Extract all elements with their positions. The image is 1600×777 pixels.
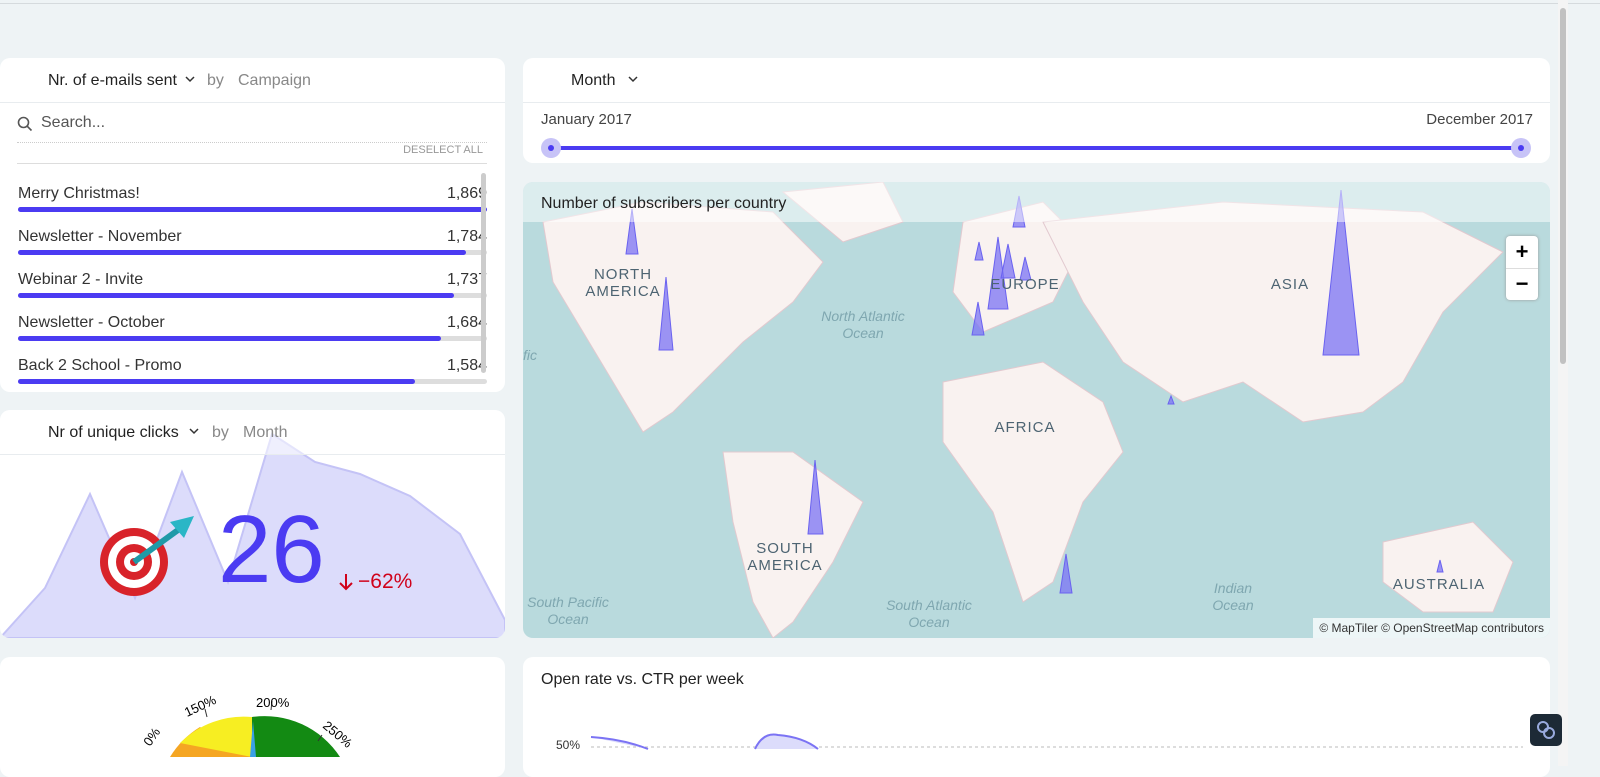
- item-value: 1,869: [446, 185, 487, 202]
- item-label: Newsletter - November: [18, 228, 182, 245]
- chevron: [185, 76, 195, 83]
- kpi-change: −62%: [358, 570, 413, 593]
- map-title-bar: [523, 182, 1550, 222]
- chart-title: Open rate vs. CTR per week: [541, 671, 744, 688]
- search-input[interactable]: Search...: [41, 114, 106, 131]
- campaign-panel: Nr. of e-mails sent by Campaign Search..…: [0, 58, 505, 392]
- ocean-label: South Atlantic Ocean: [886, 597, 972, 630]
- chevron: [189, 428, 199, 435]
- bar-track: [18, 250, 487, 255]
- item-label: Merry Christmas!: [18, 185, 140, 202]
- scrollbar: [481, 173, 486, 373]
- gauge-tick: 150%: [182, 692, 219, 720]
- month-panel: Month January 2017 December 2017: [523, 58, 1550, 163]
- support-button[interactable]: [1530, 714, 1562, 746]
- range-slider[interactable]: [523, 136, 1550, 160]
- measure[interactable]: Nr of unique clicks: [48, 424, 179, 441]
- ocean-label: Indian Ocean: [1212, 580, 1254, 613]
- bar-track: [18, 293, 487, 298]
- item-label: Webinar 2 - Invite: [18, 271, 144, 288]
- list-item[interactable]: Back 2 School - Promo 1,584: [18, 357, 487, 384]
- page-scrollbar[interactable]: [1560, 8, 1566, 364]
- measure[interactable]: Nr. of e-mails sent: [48, 72, 177, 89]
- attribution[interactable]: © MapTiler © OpenStreetMap contributors: [1313, 618, 1550, 638]
- dimension[interactable]: Month: [571, 72, 616, 89]
- bar: [18, 379, 416, 384]
- range-end: December 2017: [1426, 111, 1533, 128]
- item-list: Merry Christmas! 1,869 Newsletter - Novemb…: [0, 176, 505, 392]
- list-item[interactable]: Newsletter - November 1,784: [18, 228, 487, 255]
- item-value: 1,784: [446, 228, 487, 245]
- range-start: January 2017: [541, 111, 632, 128]
- continent-label: SOUTH AMERICA: [747, 540, 823, 574]
- item-value: 1,684: [446, 314, 487, 331]
- item-label: Newsletter - October: [18, 314, 165, 331]
- divider: [17, 142, 487, 143]
- gauge-tick: 200%: [256, 695, 290, 710]
- top-border: [0, 3, 1600, 4]
- item-value: 1,737: [446, 271, 487, 288]
- list-item[interactable]: Webinar 2 - Invite 1,737: [18, 271, 487, 298]
- by-text: by: [207, 72, 224, 89]
- item-label: Back 2 School - Promo: [18, 357, 182, 374]
- bar: [18, 207, 487, 212]
- continent-label: AUSTRALIA: [1392, 576, 1486, 593]
- dimension[interactable]: Month: [243, 424, 288, 441]
- target-icon: [100, 516, 194, 596]
- bar-track: [18, 207, 487, 212]
- y-tick-label: 50%: [556, 738, 581, 752]
- gauge-tick: 0%: [140, 724, 163, 748]
- panel-header: Nr of unique clicks by Month: [0, 410, 505, 455]
- rate-chart: [590, 733, 1523, 750]
- list-item[interactable]: Newsletter - October 1,684: [18, 314, 487, 341]
- map-title: Number of subscribers per country: [541, 195, 787, 212]
- continent-label: ASIA: [1270, 276, 1310, 293]
- map-panel: Number of subscribers per country NORTH …: [523, 182, 1550, 638]
- dimension[interactable]: Campaign: [238, 72, 311, 89]
- continent-label: NORTH AMERICA: [585, 266, 661, 300]
- bar-track: [18, 336, 487, 341]
- bar: [18, 336, 441, 341]
- item-value: 1,584: [446, 357, 487, 374]
- gauge-panel: 0% 150% 200% 250%: [0, 657, 505, 777]
- ocean-label: South Pacific Ocean: [527, 594, 609, 627]
- continent-label: EUROPE: [990, 276, 1060, 293]
- ocean-label: North Atlantic Ocean: [821, 308, 905, 341]
- gauge: 0% 150% 200% 250%: [140, 692, 356, 757]
- down-arrow: [339, 574, 353, 591]
- panel-header: Month: [523, 58, 1550, 103]
- zoom-out[interactable]: −: [1506, 268, 1538, 301]
- divider: [17, 163, 487, 164]
- bar: [18, 293, 454, 298]
- deselect-all[interactable]: DESELECT ALL: [403, 144, 483, 156]
- search-icon: [17, 116, 33, 132]
- zoom-in[interactable]: +: [1515, 239, 1529, 264]
- bar-track: [18, 379, 487, 384]
- panel-header: Nr. of e-mails sent by Campaign: [0, 58, 505, 103]
- link-icon: [1537, 721, 1555, 739]
- list-item[interactable]: Merry Christmas! 1,869: [18, 185, 487, 212]
- continent-label: AFRICA: [994, 419, 1056, 436]
- bar: [18, 250, 466, 255]
- page-scrollbar-track: [1558, 0, 1568, 766]
- kpi-value: 26: [218, 496, 325, 603]
- chevron: [628, 76, 638, 83]
- ocean-label: fic: [523, 347, 537, 363]
- clicks-panel: Nr of unique clicks by Month 26 −62%: [0, 410, 505, 638]
- rate-panel: Open rate vs. CTR per week 50%: [523, 657, 1550, 777]
- world-map: [542, 182, 1514, 638]
- zoom-control: + −: [1506, 236, 1538, 300]
- by-text: by: [212, 424, 229, 441]
